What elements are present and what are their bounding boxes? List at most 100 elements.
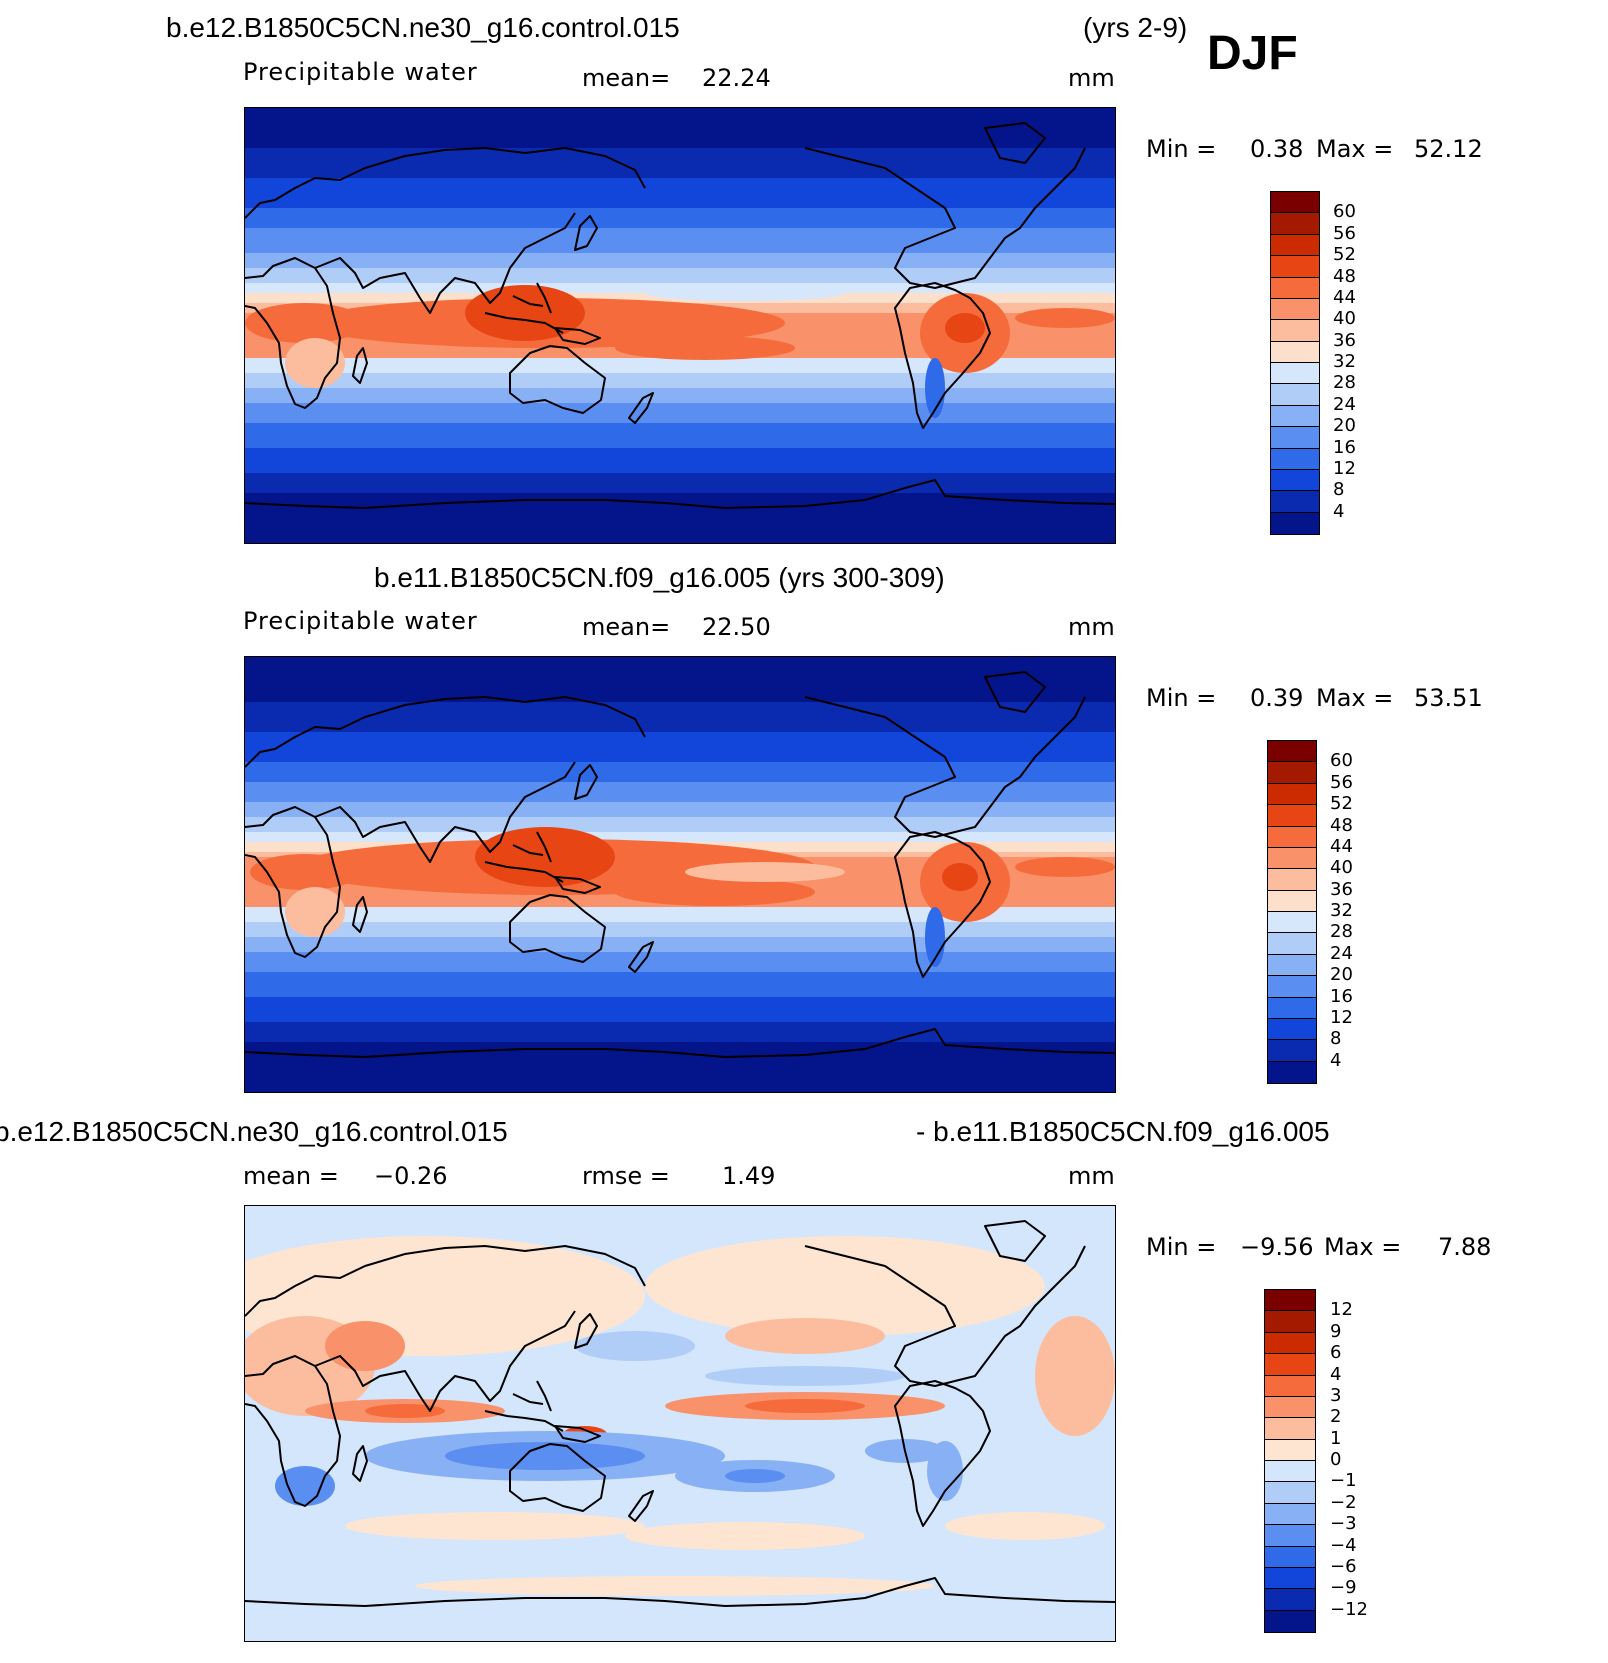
colorbar-swatch (1268, 869, 1316, 891)
colorbar-tick-label: 40 (1330, 857, 1353, 879)
colorbar-swatch (1271, 363, 1319, 385)
panel1-mean-label: mean= (582, 64, 671, 92)
colorbar-swatch (1268, 890, 1316, 912)
panel1-min-value: 0.38 (1250, 135, 1304, 163)
panel3-title-left: b.e12.B1850C5CN.ne30_g16.control.015 (0, 1116, 508, 1147)
case-title-top: b.e12.B1850C5CN.ne30_g16.control.015 (166, 12, 680, 43)
colorbar-swatch (1268, 783, 1316, 806)
colorbar-swatch (1268, 933, 1316, 955)
panel3-mean-value: −0.26 (374, 1162, 448, 1190)
colorbar-swatch (1268, 847, 1316, 870)
colorbar-swatch (1265, 1290, 1315, 1312)
panel2-min-label: Min = (1146, 684, 1217, 712)
colorbar-swatch (1271, 192, 1319, 214)
colorbar-tick-label: −1 (1330, 1470, 1357, 1492)
colorbar-tick-label: 16 (1330, 985, 1353, 1007)
colorbar-tick-label: −4 (1330, 1534, 1357, 1556)
colorbar-tick-label: 9 (1330, 1320, 1342, 1342)
colorbar-swatch (1268, 976, 1316, 998)
colorbar-swatch (1265, 1567, 1315, 1590)
panel2-max-value: 53.51 (1414, 684, 1483, 712)
panel2-variable: Precipitable water (243, 607, 478, 635)
colorbar-tick-label: 12 (1330, 1299, 1353, 1321)
map2-svg (245, 657, 1115, 1092)
colorbar-swatch (1265, 1439, 1315, 1461)
panel2-units: mm (1068, 613, 1115, 641)
colorbar-swatch (1271, 341, 1319, 363)
panel1-variable: Precipitable water (243, 58, 478, 86)
colorbar-swatch (1271, 277, 1319, 299)
colorbar-tick-label: −6 (1330, 1555, 1357, 1577)
colorbar-tick-label: 8 (1330, 1028, 1342, 1050)
colorbar-tick-label: 60 (1330, 750, 1353, 772)
panel1-max-value: 52.12 (1414, 135, 1483, 163)
colorbar-tick-label: 44 (1330, 835, 1353, 857)
map3-svg (245, 1206, 1115, 1641)
colorbar-tick-label: 4 (1330, 1363, 1342, 1385)
panel2-title: b.e11.B1850C5CN.f09_g16.005 (yrs 300-309… (374, 562, 945, 593)
colorbar-swatch (1265, 1396, 1315, 1419)
panel2-mean-label: mean= (582, 613, 671, 641)
panel3-max-value: 7.88 (1438, 1233, 1492, 1261)
colorbar-tick-label: 48 (1330, 814, 1353, 836)
colorbar-swatch (1271, 298, 1319, 321)
colorbar-swatch (1265, 1482, 1315, 1504)
colorbar-swatch (1271, 448, 1319, 470)
colorbar-swatch (1265, 1418, 1315, 1440)
colorbar-swatch (1268, 1018, 1316, 1041)
colorbar-tick-label: 2 (1330, 1406, 1342, 1428)
colorbar-tick-label: −9 (1330, 1577, 1357, 1599)
colorbar-tick-label: 8 (1333, 479, 1345, 501)
colorbar-swatch (1268, 762, 1316, 784)
colorbar-swatch (1271, 491, 1319, 513)
colorbar-tick-label: 40 (1333, 308, 1356, 330)
panel1-units: mm (1068, 64, 1115, 92)
panel3-units: mm (1068, 1162, 1115, 1190)
colorbar-swatch (1271, 469, 1319, 492)
colorbar-swatch (1271, 256, 1319, 278)
colorbar-swatch (1271, 384, 1319, 406)
panel1-mean-value: 22.24 (702, 64, 771, 92)
colorbar-tick-label: 3 (1330, 1384, 1342, 1406)
colorbar-tick-label: 12 (1333, 457, 1356, 479)
colorbar-tick-label: 6 (1330, 1342, 1342, 1364)
panel3-min-label: Min = (1146, 1233, 1217, 1261)
panel2-mean-value: 22.50 (702, 613, 771, 641)
colorbar-tick-label: 16 (1333, 436, 1356, 458)
colorbar-tick-label: 24 (1333, 393, 1356, 415)
colorbar-swatch (1268, 954, 1316, 977)
panel3-rmse-value: 1.49 (722, 1162, 776, 1190)
colorbar-panel-1 (1270, 191, 1320, 535)
colorbar-tick-label: 4 (1333, 500, 1345, 522)
colorbar-tick-label: −12 (1330, 1598, 1368, 1620)
colorbar-tick-label: 52 (1333, 244, 1356, 266)
years-label-top: (yrs 2-9) (1083, 12, 1188, 43)
colorbar-tick-label: 24 (1330, 942, 1353, 964)
colorbar-swatch (1265, 1461, 1315, 1483)
map-panel-2 (244, 656, 1116, 1093)
panel3-min-value: −9.56 (1240, 1233, 1314, 1261)
colorbar-tick-label: 4 (1330, 1049, 1342, 1071)
colorbar-swatch (1265, 1311, 1315, 1333)
colorbar-tick-label: 1 (1330, 1427, 1342, 1449)
colorbar-tick-label: 60 (1333, 201, 1356, 223)
colorbar-swatch (1268, 912, 1316, 934)
colorbar-tick-label: 56 (1333, 222, 1356, 244)
colorbar-tick-label: −2 (1330, 1491, 1357, 1513)
panel1-min-label: Min = (1146, 135, 1217, 163)
map-panel-3 (244, 1205, 1116, 1642)
colorbar-swatch (1265, 1354, 1315, 1376)
panel1-max-label: Max = (1316, 135, 1394, 163)
colorbar-tick-label: 56 (1330, 771, 1353, 793)
colorbar-swatch (1265, 1375, 1315, 1397)
colorbar-swatch (1268, 741, 1316, 763)
colorbar-swatch (1265, 1546, 1315, 1568)
season-label: DJF (1207, 27, 1298, 80)
colorbar-swatch (1271, 234, 1319, 257)
colorbar-tick-label: 32 (1330, 900, 1353, 921)
colorbar-tick-label: 52 (1330, 793, 1353, 815)
colorbar-swatch (1271, 405, 1319, 428)
colorbar-tick-label: 28 (1330, 921, 1353, 943)
colorbar-swatch (1268, 997, 1316, 1019)
colorbar-panel-2 (1267, 740, 1317, 1084)
